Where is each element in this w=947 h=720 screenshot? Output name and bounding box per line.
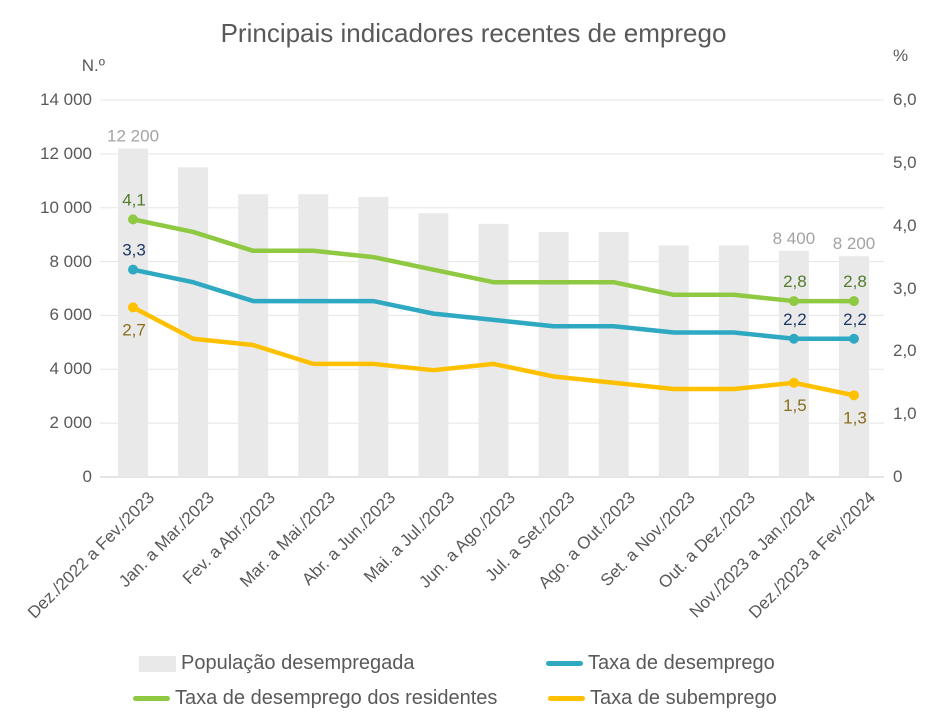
- line-swatch: [548, 696, 585, 701]
- bar-value-label: 8 400: [773, 229, 816, 248]
- left-axis-tick: 8 000: [49, 251, 92, 271]
- left-axis-tick: 12 000: [40, 143, 92, 163]
- bar: [778, 250, 809, 477]
- line-value-label: 4,1: [122, 190, 146, 209]
- line-marker: [788, 296, 799, 307]
- left-axis-unit-label: N.º: [81, 56, 105, 75]
- bar: [358, 196, 389, 477]
- right-axis-tick: 5,0: [893, 152, 917, 172]
- bar: [178, 167, 209, 478]
- legend-item-populacao-desempregada: População desempregada: [139, 652, 415, 675]
- data-labels: 12 200 8 400 8 200 3,3 2,2 2,2 4,1 2,8 2,8 2,7 1,5…: [107, 126, 875, 427]
- left-axis-tick: 0: [82, 467, 92, 486]
- right-axis-unit-label: %: [893, 46, 909, 65]
- line: [130, 217, 857, 304]
- right-axis-tick: 0: [893, 467, 903, 486]
- bar-series: [118, 148, 869, 478]
- bar: [298, 194, 329, 477]
- bar: [478, 223, 509, 477]
- bar: [238, 194, 269, 477]
- line-swatch: [133, 696, 170, 701]
- line-value-label: 2,8: [843, 272, 867, 291]
- line-series: [128, 214, 859, 401]
- bar: [598, 231, 629, 477]
- line-marker: [128, 214, 139, 225]
- line-marker: [848, 390, 859, 401]
- bar: [718, 245, 749, 477]
- line-value-label: 2,2: [843, 310, 867, 329]
- bar: [538, 231, 569, 477]
- bar-value-label: 8 200: [833, 234, 876, 253]
- right-axis-tick: 6,0: [893, 90, 917, 109]
- line: [130, 305, 857, 398]
- line-value-label: 1,3: [843, 408, 867, 427]
- line-marker: [788, 333, 799, 344]
- left-axis-tick: 14 000: [40, 90, 92, 109]
- line-marker: [128, 264, 139, 275]
- right-axis-tick: 4,0: [893, 215, 917, 235]
- legend-item-taxa-de-desemprego: Taxa de desemprego: [546, 652, 775, 675]
- bar-swatch: [139, 655, 176, 672]
- line-value-label: 1,5: [783, 396, 807, 415]
- bar: [658, 245, 689, 477]
- line-marker: [848, 333, 859, 344]
- line-marker: [128, 302, 139, 313]
- line-value-label: 2,8: [783, 272, 807, 291]
- line: [130, 267, 857, 342]
- line-swatch: [546, 661, 583, 666]
- left-axis-tick: 4 000: [49, 359, 92, 379]
- left-axis-tick: 6 000: [49, 305, 92, 325]
- legend-label: Taxa de desemprego: [588, 652, 775, 674]
- line-marker: [848, 296, 859, 307]
- right-axis-tick: 2,0: [893, 341, 917, 361]
- bar-value-label: 12 200: [107, 126, 159, 145]
- line-marker: [788, 377, 799, 388]
- bar: [418, 213, 449, 477]
- legend-item-taxa-de-desemprego-dos-residentes: Taxa de desemprego dos residentes: [133, 687, 497, 710]
- left-axis-tick: 10 000: [40, 197, 92, 217]
- bar: [838, 256, 869, 477]
- legend-label: Taxa de subemprego: [590, 687, 777, 709]
- right-axis-tick: 1,0: [893, 404, 917, 424]
- left-axis-tick: 2 000: [49, 413, 92, 433]
- line-value-label: 2,7: [122, 320, 146, 339]
- legend-label: População desempregada: [181, 652, 415, 674]
- line-value-label: 2,2: [783, 310, 807, 329]
- legend-item-taxa-de-subemprego: Taxa de subemprego: [548, 687, 777, 710]
- chart-title: Principais indicadores recentes de empre…: [220, 18, 727, 48]
- legend-label: Taxa de desemprego dos residentes: [175, 687, 498, 709]
- right-axis-tick: 3,0: [893, 278, 917, 298]
- line-value-label: 3,3: [122, 241, 146, 260]
